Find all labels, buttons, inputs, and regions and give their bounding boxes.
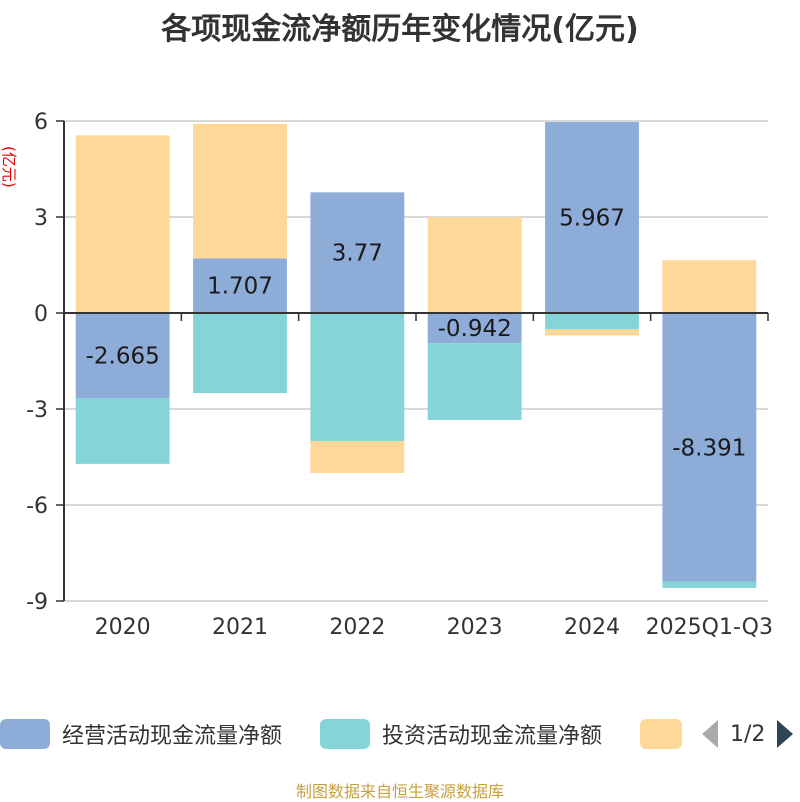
bar-2023-series-0 bbox=[427, 313, 522, 344]
bars bbox=[75, 122, 757, 588]
y-tick-label: 3 bbox=[34, 206, 48, 231]
bar-2025Q1-Q3-series-2 bbox=[662, 260, 757, 313]
y-tick-label: 6 bbox=[34, 110, 48, 135]
bar-2024-series-1 bbox=[545, 313, 639, 329]
bar-2022-series-1 bbox=[310, 313, 405, 441]
bar-2024-series-0 bbox=[545, 122, 639, 313]
legend-item-operating[interactable]: 经营活动现金流量净额 bbox=[0, 712, 282, 756]
legend-swatch-investing bbox=[320, 719, 370, 749]
x-tick-label: 2021 bbox=[212, 615, 268, 640]
y-tick-label: -9 bbox=[26, 590, 48, 615]
legend: 经营活动现金流量净额 投资活动现金流量净额 1/2 bbox=[0, 712, 800, 756]
bar-2020-series-0 bbox=[75, 313, 170, 399]
data-label: 1.707 bbox=[207, 274, 273, 300]
bar-2025Q1-Q3-series-0 bbox=[662, 313, 757, 582]
bar-2021-series-1 bbox=[193, 313, 287, 393]
bar-2020-series-1 bbox=[75, 398, 170, 464]
legend-label-operating: 经营活动现金流量净额 bbox=[62, 724, 283, 749]
x-tick-label: 2025Q1-Q3 bbox=[646, 615, 773, 640]
data-label: 5.967 bbox=[559, 206, 625, 232]
legend-item-financing[interactable] bbox=[640, 712, 694, 756]
data-label: -8.391 bbox=[672, 435, 746, 461]
y-tick-label: -6 bbox=[26, 494, 48, 519]
x-tick-label: 2022 bbox=[329, 615, 385, 640]
data-label: 3.77 bbox=[332, 241, 383, 267]
x-tick-label: 2024 bbox=[564, 615, 620, 640]
bar-2022-series-0 bbox=[310, 192, 405, 313]
bar-2023-series-1 bbox=[427, 343, 522, 420]
chart-plot: (亿元) 6 3 0 -3 -6 -9 2020 2021 2022 2023 2024 2025Q1… bbox=[0, 110, 773, 640]
data-label: -2.665 bbox=[86, 344, 160, 370]
x-tick-label: 2023 bbox=[447, 615, 503, 640]
axes: 6 3 0 -3 -6 -9 2020 2021 2022 2023 2024 2025Q1-Q3 bbox=[26, 110, 773, 640]
bar-2021-series-2 bbox=[193, 123, 287, 259]
legend-prev-icon[interactable] bbox=[702, 720, 718, 748]
bar-2022-series-2 bbox=[310, 441, 405, 473]
legend-label-investing: 投资活动现金流量净额 bbox=[382, 724, 603, 749]
legend-swatch-operating bbox=[0, 719, 50, 749]
legend-page-indicator: 1/2 bbox=[730, 721, 766, 747]
legend-pager: 1/2 bbox=[702, 716, 794, 752]
y-tick-label: -3 bbox=[26, 398, 48, 423]
bar-2023-series-2 bbox=[427, 217, 522, 313]
legend-item-investing[interactable]: 投资活动现金流量净额 bbox=[320, 712, 602, 756]
bar-2021-series-0 bbox=[193, 258, 287, 313]
x-tick-label: 2020 bbox=[95, 615, 151, 640]
gridlines bbox=[64, 120, 768, 602]
source-note: 制图数据来自恒生聚源数据库 bbox=[295, 782, 504, 801]
data-label: -0.942 bbox=[438, 316, 512, 342]
legend-swatch-financing bbox=[640, 719, 682, 749]
y-axis-unit: (亿元) bbox=[0, 146, 18, 188]
legend-next-icon[interactable] bbox=[777, 720, 794, 748]
chart-title: 各项现金流净额历年变化情况(亿元) bbox=[161, 12, 639, 47]
bar-2025Q1-Q3-series-1 bbox=[662, 581, 757, 588]
bar-2024-series-2 bbox=[545, 329, 639, 336]
bar-2020-series-2 bbox=[75, 135, 170, 313]
y-tick-label: 0 bbox=[34, 302, 48, 327]
data-labels: -2.665 1.707 3.77 -0.942 5.967 -8.391 bbox=[86, 206, 747, 462]
